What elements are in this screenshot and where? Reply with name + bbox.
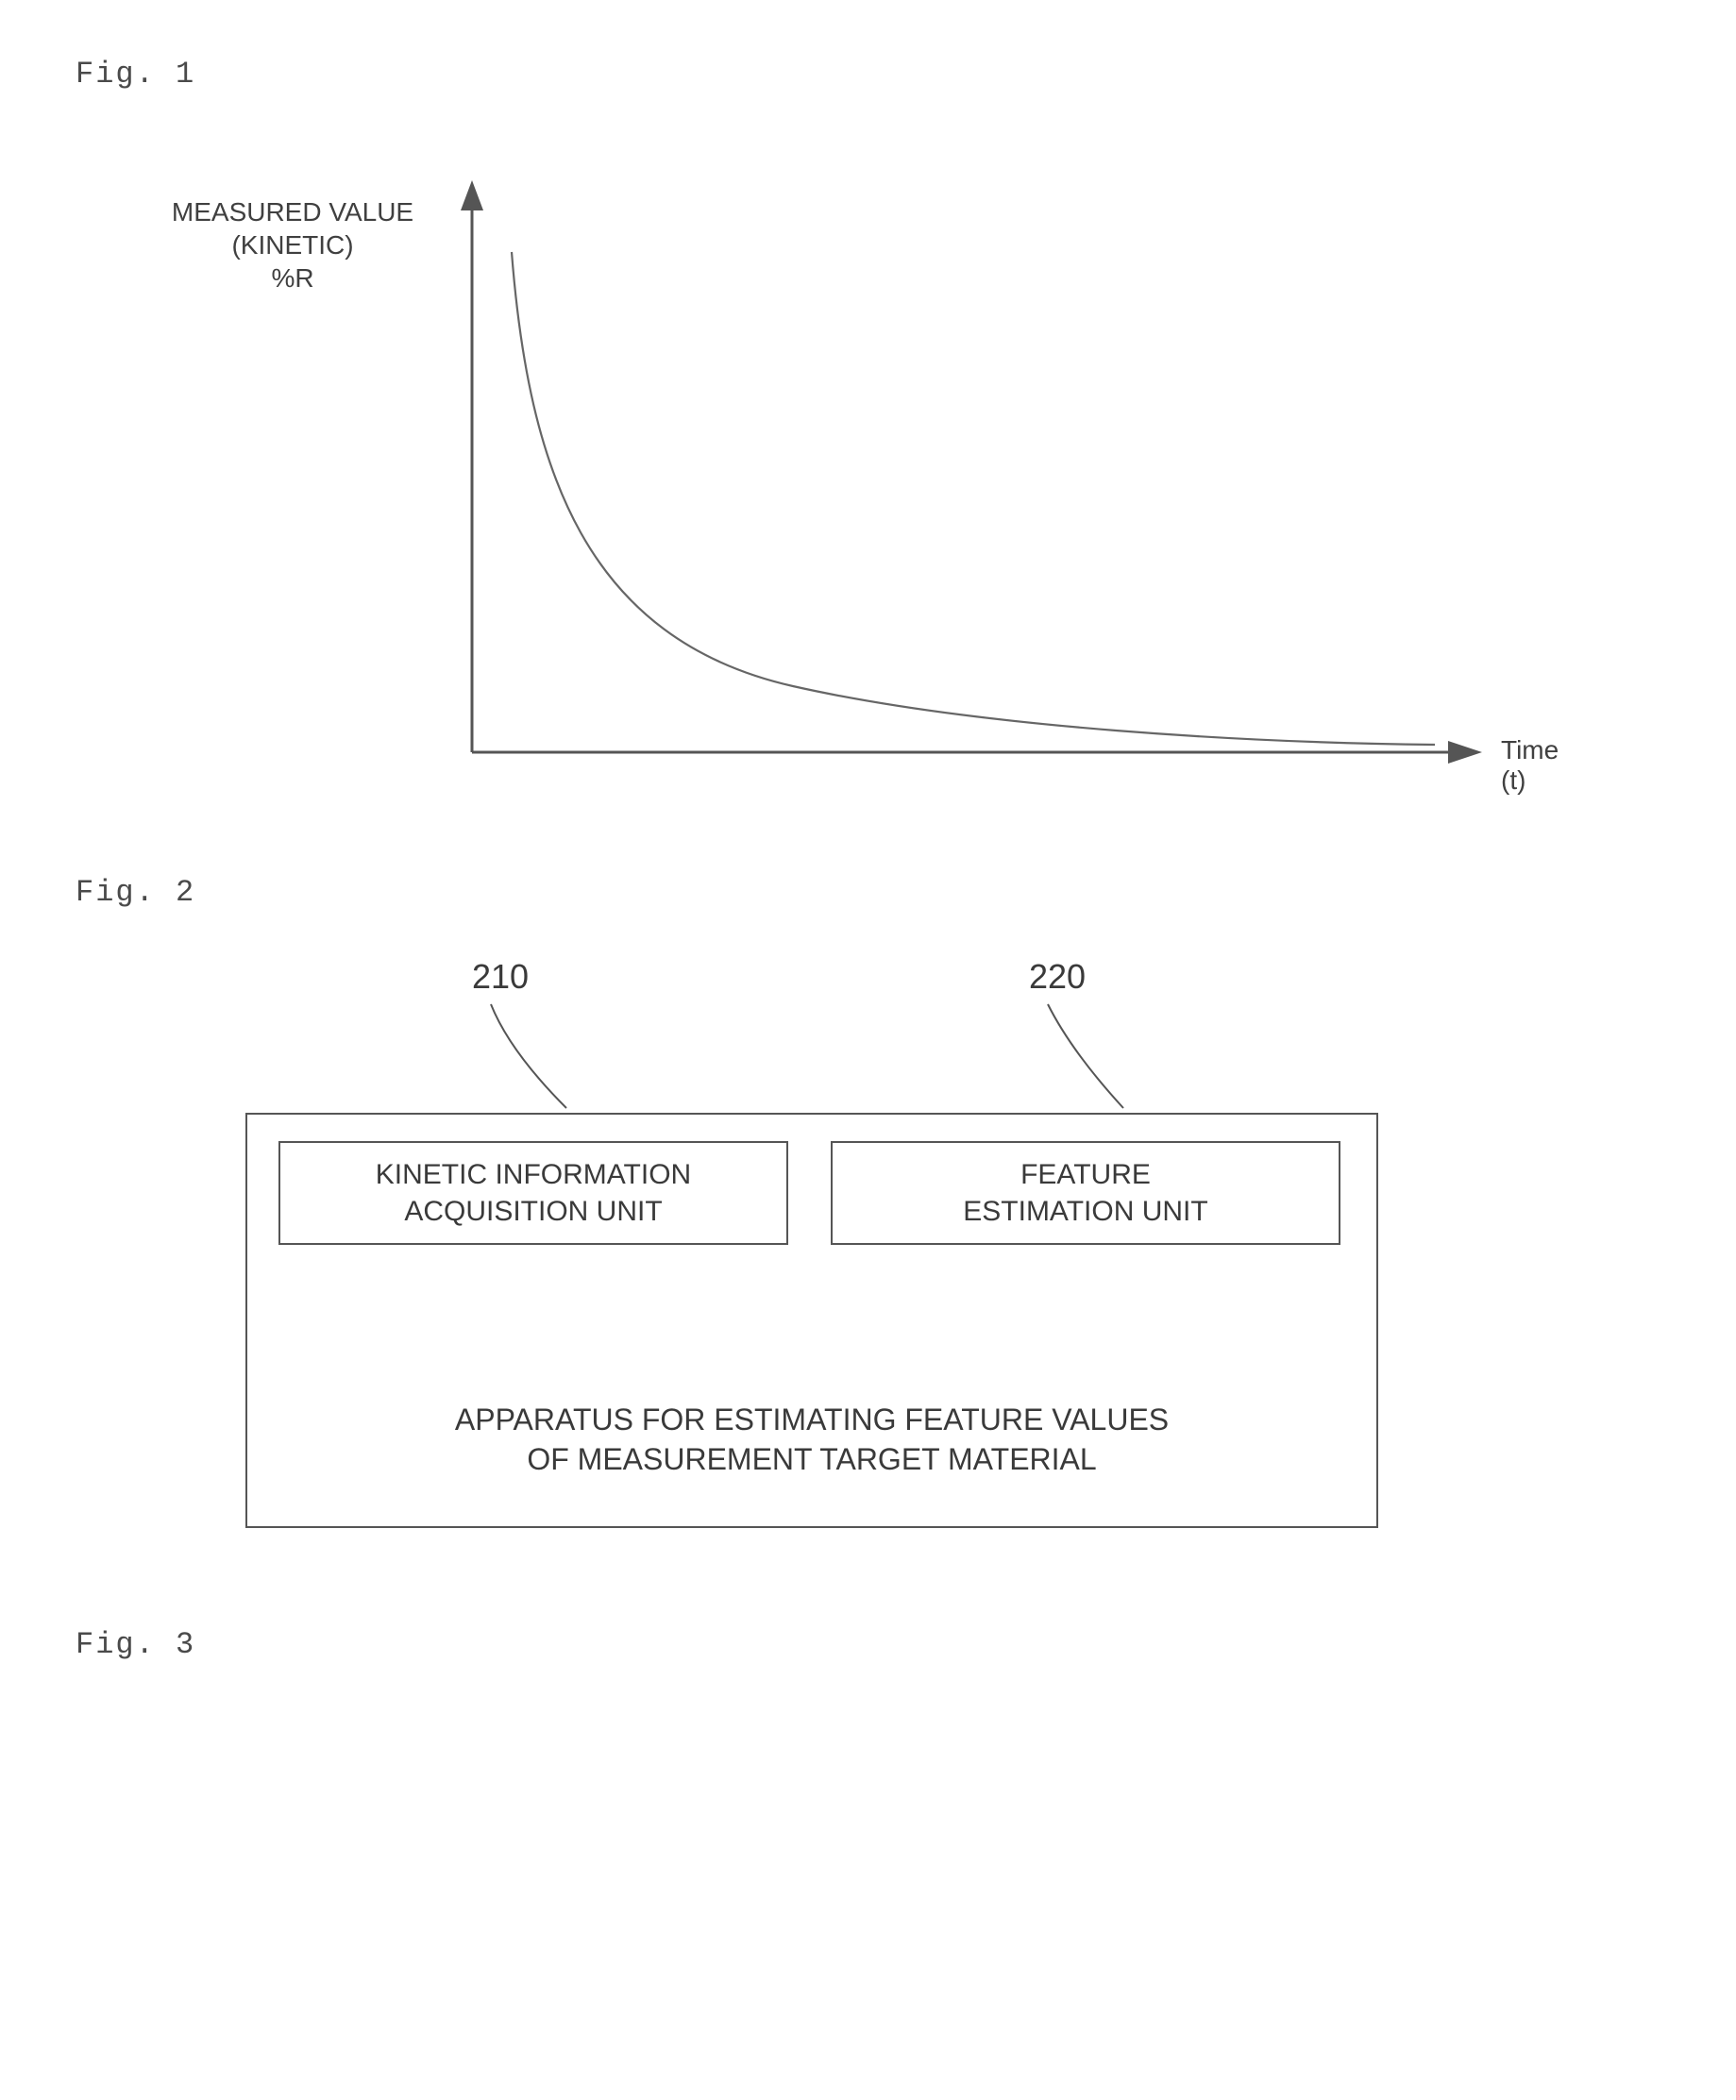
x-axis-label: Time (t) — [1501, 735, 1586, 796]
x-axis-arrowhead — [1448, 741, 1482, 764]
fig2-diagram: 210 220 KINETIC INFORMATION ACQUISITION … — [189, 957, 1510, 1571]
apparatus-title-line1: APPARATUS FOR ESTIMATING FEATURE VALUES — [455, 1403, 1169, 1436]
feature-estimation-unit-box: FEATURE ESTIMATION UNIT — [831, 1141, 1340, 1245]
feature-estimation-unit-line2: ESTIMATION UNIT — [963, 1196, 1207, 1227]
fig1-label: Fig. 1 — [76, 57, 1660, 92]
decay-curve — [512, 252, 1435, 745]
y-axis-arrowhead — [461, 180, 483, 210]
leader-220 — [1048, 1004, 1123, 1108]
fig2-label: Fig. 2 — [76, 875, 1660, 910]
fig1-axes-svg — [76, 139, 1586, 818]
fig3-label: Fig. 3 — [76, 1627, 1660, 1662]
fig1-chart: MEASURED VALUE (KINETIC) %R Time (t) — [76, 139, 1586, 818]
kinetic-info-unit-line2: ACQUISITION UNIT — [404, 1196, 662, 1227]
feature-estimation-unit-line1: FEATURE — [1020, 1159, 1151, 1190]
apparatus-title-line2: OF MEASUREMENT TARGET MATERIAL — [527, 1442, 1096, 1476]
leader-210 — [491, 1004, 566, 1108]
apparatus-title: APPARATUS FOR ESTIMATING FEATURE VALUES … — [245, 1401, 1378, 1479]
kinetic-info-unit-line1: KINETIC INFORMATION — [376, 1159, 691, 1190]
kinetic-info-unit-box: KINETIC INFORMATION ACQUISITION UNIT — [278, 1141, 788, 1245]
